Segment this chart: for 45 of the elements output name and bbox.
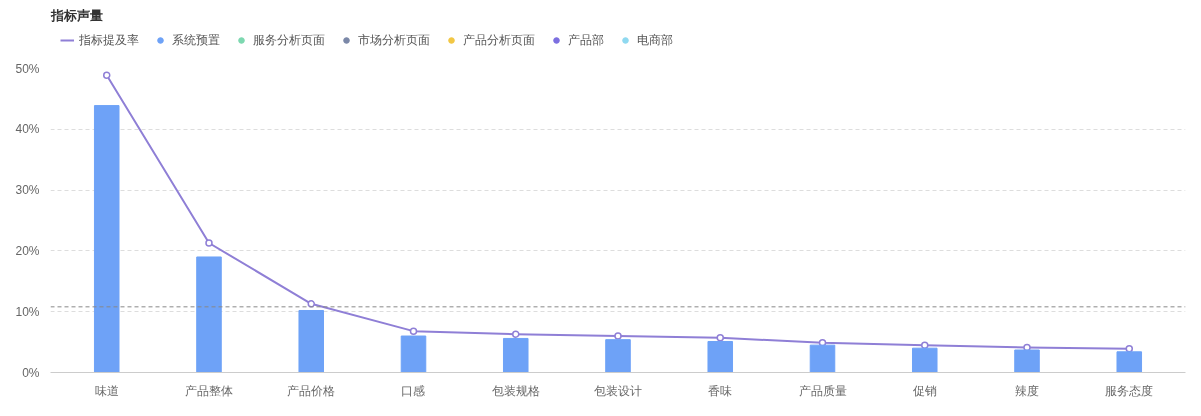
bar [1116, 351, 1143, 373]
point [307, 300, 315, 308]
bar [93, 105, 120, 373]
legend-label: 产品分析页面 [463, 31, 535, 49]
x-tick-label: 香味 [708, 383, 733, 398]
bar [1014, 349, 1040, 373]
legend-label: 市场分析页面 [358, 31, 430, 49]
y-tick-label: 30% [15, 183, 40, 198]
point [716, 334, 724, 342]
x-tick-label: 产品质量 [798, 383, 847, 398]
x-tick-label: 辣度 [1015, 383, 1040, 398]
y-tick-label: 0% [22, 365, 40, 380]
bar [605, 339, 631, 373]
point [1125, 345, 1134, 353]
legend-label: 产品部 [568, 31, 604, 49]
point [614, 332, 622, 340]
x-tick-label: 产品整体 [184, 383, 233, 398]
bar [196, 256, 222, 373]
y-tick-label: 10% [15, 304, 40, 319]
bar [502, 337, 529, 373]
bar [809, 344, 836, 373]
legend-label: 指标提及率 [79, 31, 139, 49]
point [512, 330, 520, 338]
x-tick-label: 口感 [401, 383, 426, 398]
chart-title: 指标声量 [49, 7, 103, 23]
y-tick-label: 40% [15, 122, 40, 137]
bar [707, 340, 734, 373]
bar [911, 347, 938, 373]
x-tick-label: 产品价格 [287, 383, 336, 398]
legend-label: 系统预置 [172, 31, 220, 49]
x-tick-label: 包装设计 [594, 383, 642, 398]
x-tick-label: 味道 [94, 383, 119, 398]
legend-label: 电商部 [637, 31, 673, 49]
x-tick-label: 服务态度 [1105, 383, 1154, 398]
legend-label: 服务分析页面 [253, 31, 325, 49]
point [921, 341, 929, 349]
x-tick-label: 包装规格 [491, 383, 540, 398]
point [102, 71, 111, 79]
bar [400, 335, 427, 373]
y-tick-label: 50% [15, 61, 40, 76]
bar [298, 309, 325, 373]
y-tick-label: 20% [15, 243, 40, 258]
point [205, 239, 213, 247]
x-tick-label: 促销 [912, 383, 937, 398]
point [409, 327, 418, 335]
